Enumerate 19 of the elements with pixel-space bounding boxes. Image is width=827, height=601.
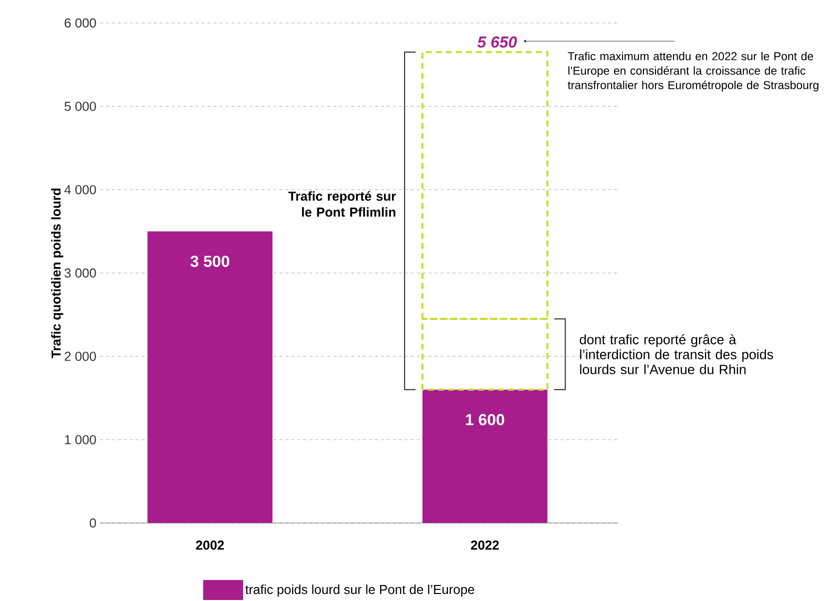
y-tick-label: 6 000 xyxy=(64,18,96,28)
y-tick-label: 5 000 xyxy=(64,102,96,111)
annotation: Trafic reporté sur le Pont Pflimlin xyxy=(288,191,396,217)
y-axis-title: Trafic quotidien poids lourd xyxy=(51,188,64,358)
x-tick-label: 2002 xyxy=(196,540,224,550)
y-tick-label: 3 000 xyxy=(64,268,96,278)
annotation: dont trafic reporté grâce à l’interdiction de transit des poids lourds sur l’Avenue du Rhin xyxy=(580,334,774,374)
y-tick-label: 1 000 xyxy=(65,435,96,444)
y-tick-label: 4 000 xyxy=(64,185,96,194)
data-label: 3 500 xyxy=(190,256,230,267)
annotation: Trafic maximum attendu en 2022 sur le Pont de l’Europe en considérant la croissance de trafic transfrontalier hors Eurométropole de Strasbourg xyxy=(568,52,818,92)
total-label: 5 650 xyxy=(477,36,517,48)
x-tick-label: 2022 xyxy=(470,540,499,550)
bar xyxy=(147,231,272,523)
bar xyxy=(422,390,548,523)
legend-label: trafic poids lourd sur le Pont de l’Europe xyxy=(245,584,474,597)
y-tick-label: 2 000 xyxy=(64,352,96,361)
y-tick-label: 0 xyxy=(90,518,96,528)
data-label: 1 600 xyxy=(466,414,504,426)
